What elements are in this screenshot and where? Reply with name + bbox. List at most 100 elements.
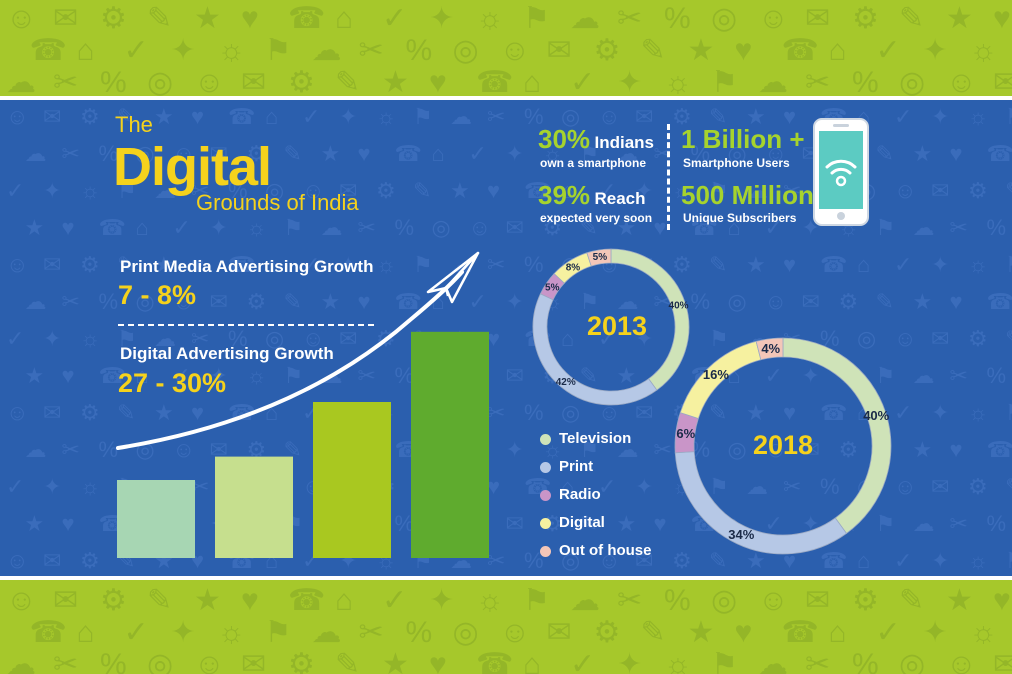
pattern-glyph: ⚙ [672,104,692,129]
pattern-glyph: ✎ [283,141,302,166]
pattern-glyph: ✉ [53,584,79,617]
pattern-glyph: ★ [24,215,45,240]
pattern-glyph: ✓ [894,104,913,129]
pattern-glyph: ☁ [758,648,788,674]
legend-label: Television [559,430,632,447]
stat-billion-caption: Smartphone Users [683,156,790,170]
pattern-glyph: ♥ [191,104,205,129]
pattern-glyph: ☼ [80,178,101,203]
pattern-glyph: ☁ [746,474,768,499]
pattern-glyph: ♥ [429,648,447,674]
pattern-glyph: ✉ [339,178,358,203]
pattern-glyph: ✎ [147,584,173,617]
pattern-glyph: ⚑ [283,215,304,240]
legend-label: Digital [559,514,605,531]
pattern-glyph: ☺ [6,400,29,425]
pattern-glyph: ☁ [6,648,36,674]
stat-indians: 30% Indians [538,124,654,155]
pattern-glyph: % [98,141,119,166]
pattern-glyph: ✉ [801,437,820,462]
pattern-glyph: ☼ [968,252,989,277]
donut-label: 6% [676,426,695,441]
pattern-glyph: ✓ [468,141,487,166]
pattern-glyph: ☁ [320,215,343,240]
pattern-glyph: ✉ [546,616,572,649]
pattern-glyph: ⌂ [857,548,871,573]
pattern-glyph: ☼ [376,252,397,277]
stat-reach-word: Reach [594,189,646,208]
pattern-glyph: ★ [912,141,933,166]
pattern-glyph: ♥ [487,326,501,351]
pattern-glyph: ✦ [339,104,358,129]
pattern-glyph: ⚑ [523,2,550,35]
pattern-glyph: ✓ [172,215,191,240]
pattern-glyph: ✎ [283,289,302,314]
pattern-glyph: ⌂ [727,215,741,240]
stat-indians-word: Indians [594,133,655,152]
pattern-glyph: ✉ [546,34,572,67]
pattern-glyph: ✎ [1005,180,1012,202]
pattern-glyph: ✂ [805,66,831,97]
pattern-glyph: ✂ [191,326,210,351]
pattern-glyph: ☺ [894,326,917,351]
pattern-glyph: ✉ [805,584,831,617]
donut-segment-out-of-house [755,337,784,361]
pattern-glyph: ⚙ [288,66,315,97]
donut-label: 42% [556,377,576,388]
pattern-glyph: ☎ [820,548,848,573]
pattern-glyph: ✓ [123,616,149,649]
pattern-glyph: ◎ [727,437,747,462]
pattern-glyph: ⚑ [264,616,292,649]
pattern-glyph: % [690,289,711,314]
pattern-glyph: ✂ [61,437,80,462]
pattern-glyph: ✦ [170,34,196,67]
pattern-glyph: ✓ [875,34,901,67]
pattern-glyph: ★ [616,511,637,536]
pattern-glyph: ⚙ [968,326,988,351]
pattern-glyph: ✂ [487,548,506,573]
pattern-glyph: ✦ [43,178,62,203]
pattern-glyph: ⌂ [76,616,95,649]
pattern-glyph: ★ [746,252,766,277]
pattern-glyph: ♥ [357,289,371,314]
pattern-glyph: ♥ [949,141,963,166]
legend-item: Print [540,458,593,475]
pattern-glyph: ✎ [899,2,925,35]
legend-item: Out of house [540,542,652,559]
pattern-glyph: ✦ [209,363,228,388]
pattern-glyph: ⌂ [265,252,279,277]
pattern-glyph: ✉ [931,474,950,499]
pattern-glyph: ♥ [783,548,797,573]
donut-label: 5% [545,282,560,293]
pattern-glyph: ✦ [801,363,820,388]
pattern-glyph: ♥ [993,584,1011,617]
pattern-glyph: ☺ [6,548,29,573]
pattern-glyph: ☼ [246,215,267,240]
pattern-glyph: ☁ [450,104,472,129]
pattern-glyph: ✎ [709,548,728,573]
pattern-glyph: ♥ [357,141,371,166]
stat-reach-caption: expected very soon [540,211,653,225]
pattern-glyph: ✎ [1005,328,1012,350]
pattern-glyph: ✎ [875,141,894,166]
pattern-glyph: ✦ [931,548,950,573]
pattern-glyph: ✓ [598,178,617,203]
pattern-glyph: ✉ [53,2,79,35]
pattern-glyph: ♥ [191,252,205,277]
pattern-glyph: ✂ [61,141,80,166]
pattern-glyph: ♥ [734,34,753,67]
pattern-glyph: ☺ [172,289,195,314]
pattern-glyph: ☁ [912,511,935,536]
print-growth-label: Print Media Advertising Growth [120,257,374,276]
title-the: The [115,112,153,137]
pattern-glyph: ☎ [228,252,256,277]
paper-plane-icon [426,251,480,304]
pattern-glyph: ★ [154,104,174,129]
pattern-glyph: ★ [616,363,637,388]
pattern-glyph: ☎ [986,437,1012,462]
pattern-glyph: ⚑ [709,326,729,351]
pattern-glyph: ✓ [875,616,901,649]
wifi-icon [825,159,857,187]
pattern-glyph: ⚙ [672,548,692,573]
